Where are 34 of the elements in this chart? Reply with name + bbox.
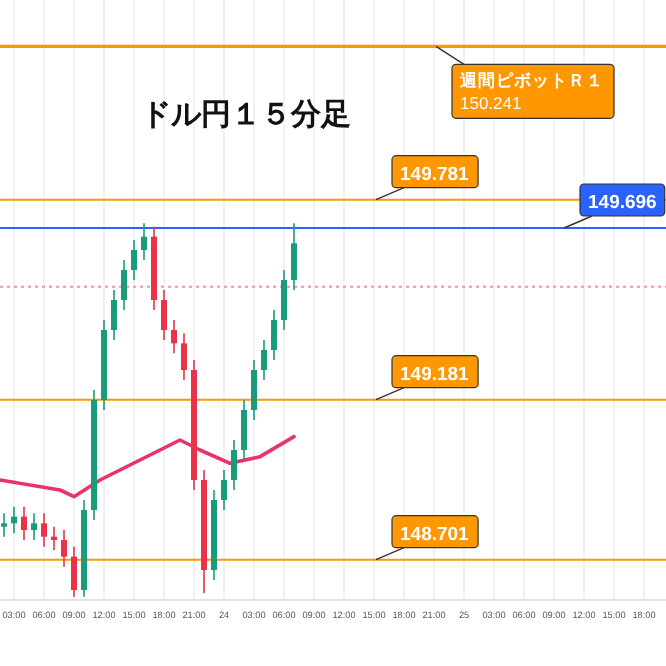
candlestick <box>221 469 227 511</box>
callout: 148.701 <box>375 515 479 561</box>
candlestick <box>291 222 297 291</box>
candlestick <box>261 339 267 381</box>
candlestick <box>61 529 67 568</box>
callout: 149.696 <box>563 183 666 229</box>
callout: 149.181 <box>375 355 479 401</box>
candlestick <box>41 512 47 548</box>
ref-line-label: 149.781 <box>400 163 471 186</box>
candlestick <box>271 309 277 361</box>
candlestick <box>141 222 147 261</box>
candlestick <box>121 259 127 311</box>
candlestick <box>11 505 17 535</box>
candlestick <box>21 505 27 541</box>
candlestick <box>231 439 237 491</box>
candlestick <box>31 512 37 541</box>
candlestick <box>171 319 177 355</box>
candlestick <box>51 525 57 551</box>
candlestick <box>161 289 167 341</box>
candlestick <box>131 239 137 281</box>
candlestick <box>1 512 7 538</box>
ref-line-label: 148.701 <box>400 523 471 546</box>
text: ドル円１５分足 <box>141 96 351 132</box>
callout: 週間ピボットＲ１ 150.241 <box>435 45 615 119</box>
candlestick <box>111 289 117 341</box>
candlestick <box>251 359 257 421</box>
ref-line-label: 149.696 <box>588 192 657 214</box>
candlestick <box>181 332 187 381</box>
candlestick <box>281 269 287 331</box>
ref-line-label: 週間ピボットＲ１ 150.241 <box>458 70 604 114</box>
ref-line-label: 149.181 <box>400 363 471 386</box>
callout: 149.781 <box>375 155 479 201</box>
candlestick <box>71 545 77 598</box>
candlestick <box>241 399 247 461</box>
